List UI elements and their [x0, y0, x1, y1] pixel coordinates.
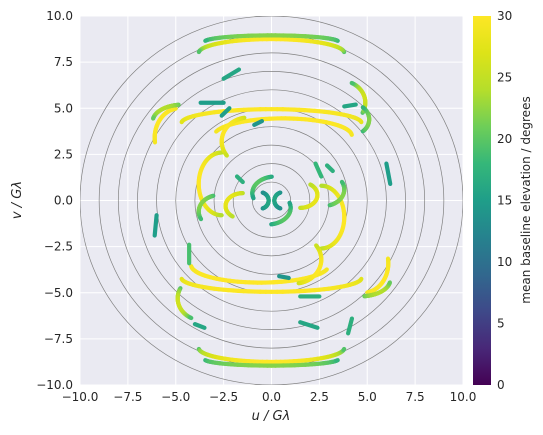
uv-track-11: [151, 102, 181, 121]
uv-segment-10: [221, 67, 242, 81]
reference-circle-7: [117, 52, 426, 349]
colorbar-tick-label: 25: [497, 71, 512, 85]
x-tick-label: −7.5: [113, 390, 142, 404]
colorbar-tick-label: 5: [497, 317, 505, 331]
y-tick-label: 7.5: [54, 55, 73, 69]
uv-track-17: [327, 179, 347, 208]
uv-track-9: [365, 256, 391, 295]
uv-point: [214, 128, 220, 134]
uv-segment-9: [313, 161, 324, 179]
uv-point: [179, 119, 185, 125]
uv-track-4: [179, 107, 364, 125]
x-axis-label: u / Gλ: [252, 409, 291, 424]
uv-point: [224, 152, 229, 158]
uv-track-26: [260, 190, 271, 211]
y-tick-label: 10.0: [46, 9, 73, 23]
y-tick-label: −10.0: [36, 378, 73, 392]
uv-track-1: [203, 33, 340, 43]
uv-track-25: [272, 190, 283, 211]
y-tick-labels: −10.0 −7.5 −5.0 −2.5 0.0 2.5 5.0 7.5 10.0: [36, 9, 73, 392]
reference-circle-6: [137, 71, 406, 330]
y-tick-label: 2.5: [54, 147, 73, 161]
y-tick-label: −2.5: [44, 240, 73, 254]
uv-segment-11: [298, 320, 320, 330]
x-tick-label: 5.0: [358, 390, 377, 404]
reference-circle-3: [194, 126, 349, 275]
uv-segment-14: [342, 102, 358, 109]
y-tick-label: −7.5: [44, 332, 73, 346]
colorbar-tick-label: 20: [497, 132, 512, 146]
reference-circle-0: [252, 181, 292, 220]
y-tick-label: 0.0: [54, 194, 73, 208]
uv-track-21: [223, 191, 245, 219]
colorbar: [473, 16, 491, 385]
colorbar-label: mean baseline elevation / degrees: [519, 96, 533, 303]
x-tick-label: 0.0: [262, 390, 281, 404]
x-tick-labels: −10.0 −7.5 −5.0 −2.5 0.0 2.5 5.0 7.5 10.0: [62, 390, 477, 404]
uv-segment-8: [324, 163, 335, 174]
uv-segment-1: [152, 213, 159, 238]
uv-segment-13: [192, 322, 207, 330]
uv-tracks: [151, 33, 393, 368]
uv-track-8: [152, 106, 178, 145]
colorbar-tick-label: 15: [497, 194, 512, 208]
uv-segment-12: [346, 316, 355, 336]
uv-track-24: [269, 200, 293, 227]
colorbar-tick-labels: 0 5 10 15 20 25 30: [497, 9, 512, 392]
uv-segment-5: [252, 119, 265, 127]
uv-track-2: [196, 346, 347, 365]
x-tick-label: 2.5: [310, 390, 329, 404]
y-tick-label: −5.0: [44, 286, 73, 300]
uv-track-12: [175, 286, 194, 321]
colorbar-tick-label: 30: [497, 9, 512, 23]
uv-track-0: [196, 36, 347, 55]
uv-track-3: [203, 358, 340, 368]
uv-track-19: [219, 115, 247, 158]
uv-track-20: [296, 243, 324, 286]
reference-circle-2: [213, 144, 330, 257]
uv-segment-0: [384, 161, 393, 186]
x-tick-label: −2.5: [209, 390, 238, 404]
uv-track-22: [298, 182, 320, 210]
y-axis-label: v / Gλ: [10, 181, 25, 219]
x-tick-label: −5.0: [161, 390, 190, 404]
x-tick-label: 10.0: [450, 390, 477, 404]
uv-point: [314, 243, 319, 249]
uv-track-15: [196, 150, 224, 218]
uv-point: [358, 276, 364, 282]
uv-track-10: [362, 280, 392, 299]
y-tick-label: 5.0: [54, 101, 73, 115]
x-tick-label: 7.5: [406, 390, 425, 404]
reference-circle-5: [156, 89, 387, 312]
uv-point: [323, 267, 329, 273]
uv-track-16: [319, 183, 347, 251]
uv-track-18: [196, 193, 216, 222]
uv-segment-15: [234, 174, 245, 185]
colorbar-tick-label: 10: [497, 255, 512, 269]
uv-segment-6: [277, 274, 291, 281]
uv-segment-4: [219, 106, 232, 118]
uv-track-14: [360, 105, 372, 134]
uv-track-7: [189, 264, 329, 285]
reference-circle-1: [232, 163, 311, 238]
uv-track-23: [250, 174, 274, 201]
colorbar-tick-label: 0: [497, 378, 505, 392]
uv-track-6: [179, 276, 364, 294]
x-tick-label: −10.0: [62, 390, 99, 404]
